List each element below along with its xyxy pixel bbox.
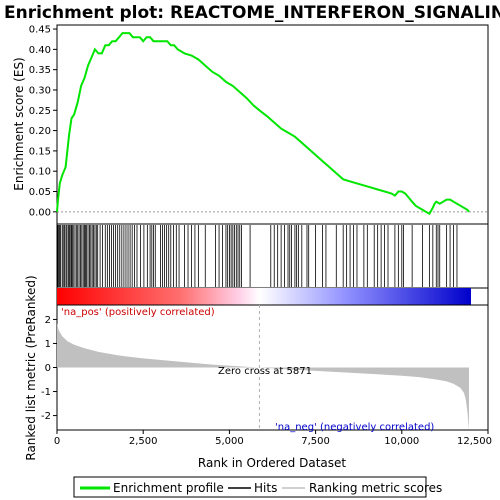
neg-label: 'na_neg' (negatively correlated) — [275, 422, 434, 433]
metric-y-axis-title: Ranked list metric (PreRanked) — [24, 275, 38, 460]
metric-y-tick-label: 1 — [45, 339, 51, 350]
es-y-tick-label: 0.00 — [29, 207, 51, 218]
x-tick-label: 12,500 — [457, 436, 492, 447]
x-axis: 0 2,500 5,000 7,500 10,000 12,500 — [54, 430, 492, 447]
es-y-tick-label: 0.25 — [29, 106, 51, 117]
es-y-tick-label: 0.35 — [29, 65, 51, 76]
hits-panel — [56, 223, 489, 289]
metric-y-tick-label: -1 — [41, 387, 51, 398]
x-tick-label: 2,500 — [129, 436, 158, 447]
metric-y-tick-label: 0 — [45, 363, 51, 374]
legend-hits-label: Hits — [254, 481, 277, 495]
enrichment-profile — [56, 32, 470, 216]
x-tick-label: 10,000 — [384, 436, 419, 447]
metric-area — [57, 305, 469, 430]
es-y-tick-label: 0.45 — [29, 25, 51, 36]
x-tick-label: 0 — [54, 436, 60, 447]
es-y-tick-label: 0.20 — [29, 126, 51, 137]
hits-group — [57, 225, 458, 287]
es-y-axis-title: Enrichment score (ES) — [12, 57, 26, 190]
chart-title: Enrichment plot: REACTOME_INTERFERON_SIG… — [4, 3, 500, 23]
legend-box — [73, 476, 427, 498]
es-y-tick-label: 0.40 — [29, 45, 51, 56]
enrichment-profile-line — [56, 32, 470, 216]
es-y-tick-label: 0.10 — [29, 167, 51, 178]
metric-y-axis: 2 1 0 -1 -2 — [41, 315, 57, 422]
metric-y-tick-label: -2 — [41, 411, 51, 422]
es-y-axis: 0.00 0.05 0.10 0.15 0.20 0.25 0.30 0.35 0.40 0.45 — [29, 25, 57, 218]
zero-cross-label: Zero cross at 5871 — [218, 366, 312, 377]
metric-y-tick-label: 2 — [45, 315, 51, 326]
rank-colorbar — [57, 288, 471, 305]
pos-label: 'na_pos' (positively correlated) — [61, 307, 215, 318]
es-y-tick-label: 0.05 — [29, 187, 51, 198]
x-axis-title: Rank in Ordered Dataset — [198, 456, 346, 470]
x-tick-label: 5,000 — [215, 436, 244, 447]
es-y-tick-label: 0.15 — [29, 146, 51, 157]
x-tick-label: 7,500 — [301, 436, 330, 447]
es-y-tick-label: 0.30 — [29, 85, 51, 96]
legend-es-label: Enrichment profile — [113, 481, 224, 495]
es-panel — [56, 24, 489, 225]
legend-metric-label: Ranking metric scores — [309, 481, 442, 495]
